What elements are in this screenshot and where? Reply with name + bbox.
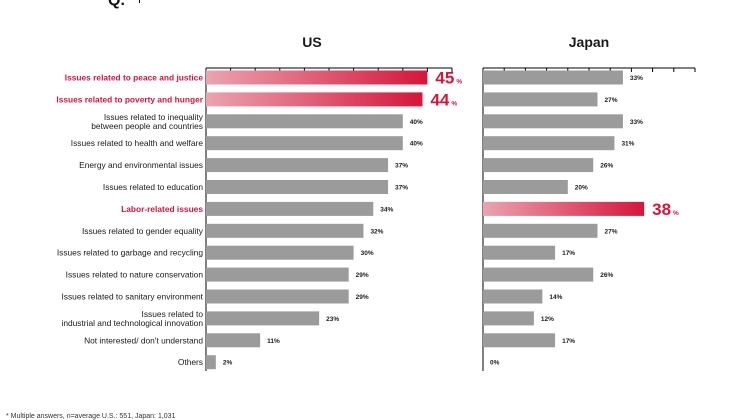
data-label: 31% <box>621 141 634 148</box>
bar <box>483 114 623 129</box>
bar <box>206 223 364 238</box>
data-label: 11% <box>267 338 280 345</box>
category-label: Labor-related issues <box>121 204 203 214</box>
data-label: 30% <box>361 250 374 257</box>
category-label: Others <box>178 357 203 367</box>
data-label: 20% <box>575 185 588 192</box>
bar <box>483 136 615 151</box>
bar-highlight <box>206 92 423 107</box>
bar <box>206 355 216 370</box>
bar <box>206 267 349 282</box>
category-label: Issues related to sanitary environment <box>61 292 203 302</box>
data-label: 0% <box>490 360 500 367</box>
data-label: 29% <box>356 272 369 279</box>
bar <box>483 245 556 260</box>
data-label: 40% <box>410 141 423 148</box>
category-label: Issues related to nature conservation <box>66 270 204 280</box>
category-label: Issues related to garbage and recycling <box>57 248 204 258</box>
data-label: 32% <box>370 228 383 235</box>
bar-highlight <box>206 70 428 85</box>
bar <box>206 333 261 348</box>
data-label: 17% <box>562 338 575 345</box>
data-label: 29% <box>356 294 369 301</box>
bar <box>206 201 374 216</box>
bar <box>483 70 623 85</box>
category-label: Issues related to poverty and hunger <box>56 94 203 104</box>
footnote: * Multiple answers, n=average U.S.: 551,… <box>6 413 176 420</box>
question-number: Q. <box>108 0 125 9</box>
data-label: 26% <box>600 163 613 170</box>
data-label: 2% <box>223 360 233 367</box>
bar <box>483 333 556 348</box>
bar <box>483 158 594 173</box>
bar <box>206 180 389 194</box>
bar <box>206 114 403 129</box>
bar <box>206 289 349 304</box>
data-label: 23% <box>326 316 339 323</box>
bar <box>483 289 543 304</box>
category-label: Issues related to inequality between peop… <box>91 112 204 131</box>
data-label: 17% <box>562 250 575 257</box>
bar <box>206 311 320 326</box>
data-label: 40% <box>410 119 423 126</box>
category-label: Issues related to gender equality <box>82 226 204 236</box>
category-label: Energy and environmental issues <box>79 160 203 170</box>
question-header: Q. <box>108 0 140 10</box>
header-separator <box>138 0 140 3</box>
category-label: Issues related to health and welfare <box>71 138 204 148</box>
category-label: Not interested/ don't understand <box>84 335 203 345</box>
data-label: 37% <box>395 185 408 192</box>
category-label: Issues related to education <box>103 182 203 192</box>
data-label-big: 44% <box>430 90 457 109</box>
data-label: 12% <box>541 316 554 323</box>
bar <box>483 180 568 194</box>
bar <box>206 245 354 260</box>
data-label: 27% <box>604 97 617 104</box>
data-label: 27% <box>604 228 617 235</box>
panel-title: US <box>302 34 321 50</box>
data-label: 26% <box>600 272 613 279</box>
bar <box>206 158 389 173</box>
bar <box>483 223 598 238</box>
bar <box>206 136 403 151</box>
bar-highlight <box>483 201 645 216</box>
data-label: 34% <box>380 206 393 213</box>
data-label-big: 45% <box>435 69 462 88</box>
bar <box>483 92 598 107</box>
bar <box>483 311 534 326</box>
bar <box>483 267 594 282</box>
panel-title: Japan <box>569 34 609 50</box>
category-label: Issues related to peace and justice <box>65 73 204 83</box>
category-label: Issues related to industrial and technolo… <box>61 309 203 328</box>
data-label: 37% <box>395 163 408 170</box>
data-label: 33% <box>630 75 643 82</box>
data-label: 33% <box>630 119 643 126</box>
data-label: 14% <box>549 294 562 301</box>
data-label-big: 38% <box>652 200 679 219</box>
